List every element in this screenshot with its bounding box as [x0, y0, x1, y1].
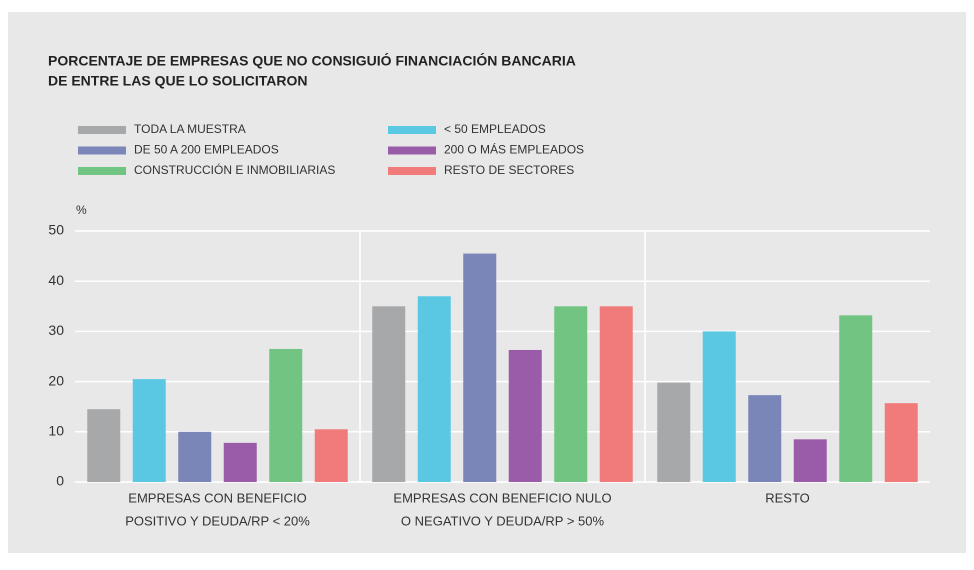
bar: [702, 331, 736, 482]
bar: [87, 409, 121, 482]
bar: [793, 439, 827, 482]
x-tick-label: EMPRESAS CON BENEFICIO: [128, 490, 306, 505]
bar: [132, 379, 166, 482]
y-tick-label: 30: [48, 322, 64, 338]
legend-swatch: [388, 146, 436, 155]
x-tick-label: POSITIVO Y DEUDA/RP < 20%: [125, 513, 310, 528]
bar: [314, 429, 348, 482]
legend-swatch: [78, 126, 126, 134]
y-tick-label: 10: [48, 423, 64, 439]
y-axis-label: %: [76, 203, 87, 217]
bar: [372, 306, 406, 482]
legend-label: DE 50 A 200 EMPLEADOS: [134, 143, 279, 157]
chart-title: PORCENTAJE DE EMPRESAS QUE NO CONSIGUIÓ …: [48, 52, 576, 69]
bar: [178, 431, 212, 482]
legend-swatch: [78, 146, 126, 155]
bar: [748, 395, 782, 482]
x-tick-label: RESTO: [765, 490, 810, 505]
y-tick-label: 50: [48, 222, 64, 238]
legend-label: 200 O MÁS EMPLEADOS: [444, 142, 584, 157]
x-tick-label: O NEGATIVO Y DEUDA/RP > 50%: [401, 513, 605, 528]
bar: [657, 382, 691, 482]
bar: [463, 253, 497, 482]
bar: [417, 296, 451, 482]
bar: [554, 306, 588, 482]
bar: [884, 403, 918, 482]
bar: [269, 348, 303, 482]
legend-swatch: [78, 167, 126, 175]
chart-title: DE ENTRE LAS QUE LO SOLICITARON: [48, 73, 308, 89]
bar: [599, 306, 633, 482]
legend-label: TODA LA MUESTRA: [134, 122, 246, 136]
x-tick-label: EMPRESAS CON BENEFICIO NULO: [393, 490, 611, 505]
legend-swatch: [388, 126, 436, 134]
y-tick-label: 0: [56, 473, 64, 489]
y-tick-label: 40: [48, 272, 64, 288]
y-tick-label: 20: [48, 372, 64, 388]
bar: [508, 349, 542, 482]
legend-label: CONSTRUCCIÓN E INMOBILIARIAS: [134, 162, 335, 177]
legend-swatch: [388, 167, 436, 175]
bar: [223, 442, 257, 482]
legend-label: < 50 EMPLEADOS: [444, 122, 546, 136]
legend-label: RESTO DE SECTORES: [444, 163, 574, 177]
bar: [839, 315, 873, 482]
